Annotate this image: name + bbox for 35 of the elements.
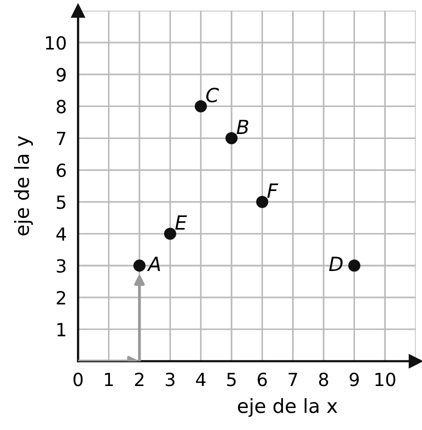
- point: [194, 100, 207, 112]
- point: [256, 196, 268, 208]
- annotation: A: [147, 256, 160, 271]
- x-tick-label: 10: [375, 372, 396, 386]
- x-tick-label: 2: [135, 372, 144, 386]
- point: [164, 228, 176, 240]
- x-axis-title: eje de la x: [238, 398, 338, 417]
- y-tick-label: 7: [56, 132, 66, 146]
- y-tick-label: 1: [57, 323, 66, 336]
- annotation: D: [329, 256, 343, 271]
- annotation: B: [236, 120, 248, 134]
- x-tick-label: 4: [196, 372, 206, 386]
- x-tick-label: 0: [74, 372, 83, 386]
- x-tick-label: 1: [105, 372, 113, 386]
- point: [225, 132, 238, 144]
- y-tick-label: 4: [56, 227, 66, 241]
- y-tick-label: 10: [46, 36, 66, 50]
- x-tick-label: 3: [166, 372, 174, 386]
- y-tick-label: 3: [56, 259, 66, 273]
- x-tick-label: 6: [258, 372, 267, 386]
- y-tick-label: 2: [56, 290, 66, 304]
- x-tick-label: 5: [227, 372, 236, 386]
- y-tick-label: 9: [56, 68, 66, 82]
- y-axis-title: eje de la y: [14, 136, 33, 236]
- annotation: F: [267, 184, 278, 198]
- y-tick-label: 6: [56, 164, 66, 178]
- point: [348, 260, 360, 272]
- annotation: E: [175, 215, 187, 230]
- x-tick-label: 8: [319, 372, 328, 386]
- point: [133, 260, 146, 272]
- y-tick-label: 8: [56, 100, 66, 114]
- x-tick-label: 9: [350, 372, 359, 386]
- annotation: C: [206, 88, 219, 102]
- y-tick-label: 5: [56, 196, 66, 210]
- x-tick-label: 7: [288, 372, 298, 386]
